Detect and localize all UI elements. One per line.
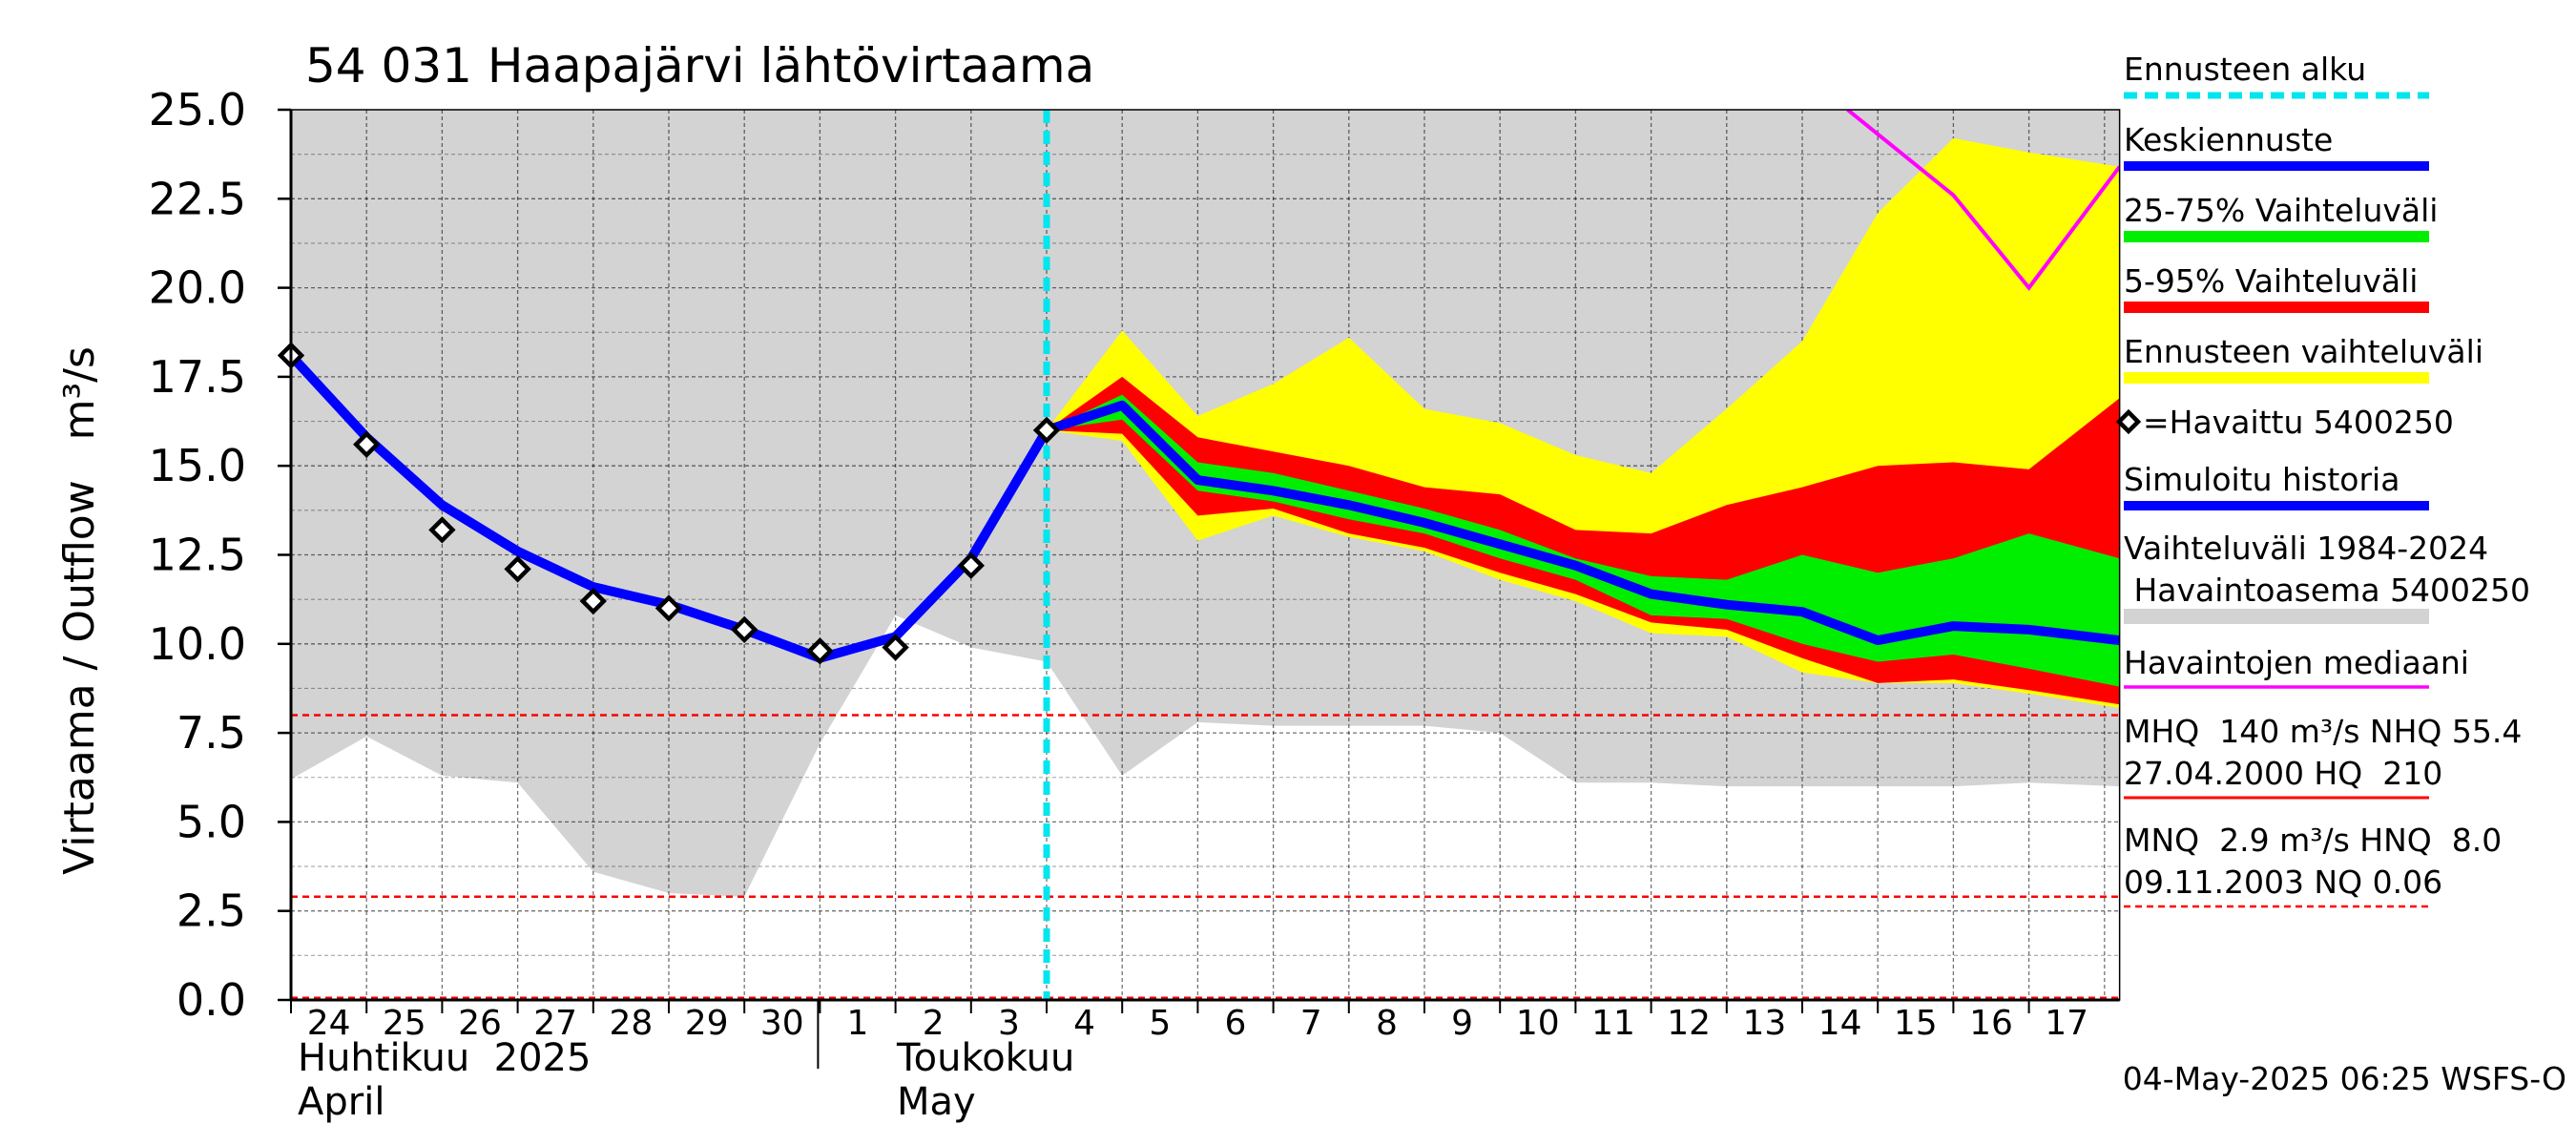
x-tick-label: 2 <box>923 1004 945 1043</box>
y-tick-label: 20.0 <box>149 262 246 314</box>
legend-forecast-range-label: Ennusteen vaihteluväli <box>2124 333 2483 370</box>
x-tick-label: 7 <box>1300 1004 1322 1043</box>
x-tick-label: 9 <box>1451 1004 1473 1043</box>
x-tick-label: 11 <box>1591 1004 1635 1043</box>
observed-point <box>353 430 381 458</box>
x-tick-label: 13 <box>1742 1004 1786 1043</box>
y-tick-label: 10.0 <box>149 618 246 670</box>
x-tick-label: 28 <box>609 1004 653 1043</box>
x-tick-label: 30 <box>760 1004 804 1043</box>
legend-p25-75-label: 25-75% Vaihteluväli <box>2124 192 2438 229</box>
y-tick-label: 2.5 <box>177 885 246 937</box>
y-tick-label: 0.0 <box>177 974 246 1026</box>
legend-history-range-swatch <box>2124 609 2429 624</box>
p25-75-band <box>1047 394 2120 687</box>
legend: Ennusteen alku Keskiennuste 25-75% Vaiht… <box>2115 51 2530 908</box>
observed-point <box>654 594 683 622</box>
observed-point <box>882 634 909 661</box>
observed-point <box>957 552 985 579</box>
x-tick-label: 25 <box>383 1004 426 1043</box>
y-tick-label: 17.5 <box>149 351 246 403</box>
x-tick-label: 17 <box>2045 1004 2088 1043</box>
observed-point <box>428 516 456 544</box>
legend-forecast-start-label: Ennusteen alku <box>2124 51 2366 88</box>
median-line <box>1846 110 2120 291</box>
x-tick-label: 10 <box>1516 1004 1560 1043</box>
observed-point <box>504 555 531 583</box>
legend-p5-95-label: 5-95% Vaihteluväli <box>2124 262 2418 300</box>
legend-simulated-label: Simuloitu historia <box>2124 461 2399 498</box>
x-tick-label: 24 <box>307 1004 351 1043</box>
y-tick-label: 22.5 <box>149 173 246 224</box>
observed-point <box>806 637 834 665</box>
month-label-may-fi: Toukokuu <box>896 1036 1074 1080</box>
x-tick-label: 4 <box>1073 1004 1095 1043</box>
month-label-may-en: May <box>897 1080 976 1124</box>
legend-mhq-label-2: 27.04.2000 HQ 210 <box>2124 755 2442 792</box>
legend-mnq-label-1: MNQ 2.9 m³/s HNQ 8.0 <box>2124 822 2502 859</box>
x-tick-label: 5 <box>1149 1004 1171 1043</box>
x-tick-label: 26 <box>458 1004 502 1043</box>
month-label-april-en: April <box>298 1080 384 1124</box>
observed-point <box>1032 416 1061 445</box>
observed-point <box>579 587 607 615</box>
y-tick-label: 5.0 <box>177 796 246 847</box>
legend-mhq-label-1: MHQ 140 m³/s NHQ 55.4 <box>2124 713 2522 750</box>
x-tick-label: 3 <box>998 1004 1020 1043</box>
x-tick-label: 16 <box>1969 1004 2013 1043</box>
y-tick-label: 25.0 <box>149 84 246 135</box>
legend-history-range-label-2: Havaintoasema 5400250 <box>2124 572 2530 609</box>
legend-mnq-label-2: 09.11.2003 NQ 0.06 <box>2124 864 2442 901</box>
x-tick-label: 27 <box>533 1004 577 1043</box>
x-tick-label: 15 <box>1894 1004 1938 1043</box>
mean-forecast-line <box>1045 400 2120 646</box>
legend-median-label: Havaintojen mediaani <box>2124 644 2469 681</box>
x-tick-label: 12 <box>1667 1004 1711 1043</box>
timestamp: 04-May-2025 06:25 WSFS-O <box>2123 1060 2566 1097</box>
plot-area <box>277 110 2120 1000</box>
y-tick-label: 7.5 <box>177 707 246 759</box>
month-label-april-fi: Huhtikuu 2025 <box>298 1036 591 1080</box>
x-tick-label: 14 <box>1818 1004 1862 1043</box>
plot-content <box>291 110 2120 1000</box>
chart-title: 54 031 Haapajärvi lähtövirtaama <box>305 38 1094 94</box>
axes: 0.0 2.5 5.0 7.5 10.0 12.5 15.0 17.5 20.0 22.5 25.0… <box>149 84 2121 1069</box>
x-tick-label: 6 <box>1225 1004 1247 1043</box>
x-tick-label: 1 <box>847 1004 869 1043</box>
y-axis-label: Virtaama / Outflow m³/s <box>55 346 104 875</box>
legend-history-range-label-1: Vaihteluväli 1984-2024 <box>2124 530 2488 567</box>
legend-mean-forecast-label: Keskiennuste <box>2124 121 2333 158</box>
y-tick-label: 12.5 <box>149 530 246 581</box>
observed-point <box>731 615 758 644</box>
legend-observed-swatch <box>2115 408 2142 435</box>
x-tick-label: 8 <box>1376 1004 1398 1043</box>
y-tick-label: 15.0 <box>149 440 246 491</box>
x-tick-label: 29 <box>685 1004 729 1043</box>
legend-observed-label: =Havaittu 5400250 <box>2143 404 2454 441</box>
